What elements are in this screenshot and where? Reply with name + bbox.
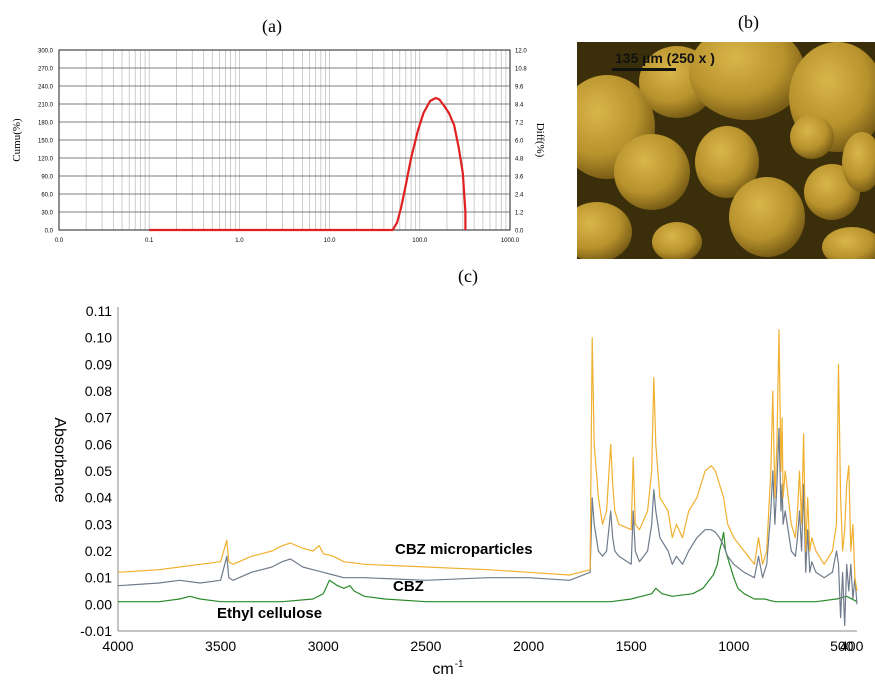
psd-y-left-tick-label: 270.0: [38, 67, 54, 73]
ftir-x-axis-label-superscript: -1: [455, 659, 464, 670]
ftir-series-ethyl-cellulose: [118, 531, 858, 603]
psd-y-right-tick-label: 3.6: [515, 175, 524, 181]
psd-y-right-tick-label: 7.2: [515, 121, 524, 127]
scale-bar-label: 135 µm (250 x ): [615, 50, 715, 66]
panel-label-c: (c): [458, 266, 478, 286]
ftir-x-tick-label: 500: [830, 638, 854, 654]
psd-x-tick-label: 1.0: [235, 238, 244, 244]
ftir-x-tick-label: 4000: [102, 638, 133, 654]
ftir-x-tick-label: 2500: [410, 638, 441, 654]
ftir-y-tick-label: 0.03: [85, 516, 112, 532]
psd-curve: [149, 96, 467, 232]
ftir-x-tick-label: 3000: [308, 638, 339, 654]
ftir-y-tick-label: 0.05: [85, 463, 112, 479]
ftir-x-tick-label: 3500: [205, 638, 236, 654]
ftir-y-tick-label: 0.08: [85, 383, 112, 399]
ftir-x-tick-label: 400: [840, 638, 864, 654]
psd-y-right-tick-label: 10.8: [515, 67, 527, 73]
psd-y-left-tick-label: 30.0: [41, 211, 53, 217]
psd-y-right-tick-label: 4.8: [515, 157, 524, 163]
psd-x-tick-label: 10.0: [324, 238, 336, 244]
psd-y-right-tick-label: 6.0: [515, 139, 524, 145]
psd-y-right-tick-label: 9.6: [515, 85, 524, 91]
ftir-y-tick-label: 0.04: [85, 490, 112, 506]
ftir-y-tick-label: -0.01: [80, 623, 112, 639]
ftir-y-tick-label: 0.09: [85, 356, 112, 372]
psd-y-left-tick-label: 90.0: [41, 175, 53, 181]
ftir-annotation: CBZ: [393, 578, 424, 595]
psd-x-tick-label: 1000.0: [501, 238, 520, 244]
micrograph-image: 135 µm (250 x ): [577, 42, 875, 259]
psd-x-tick-label: 0.1: [145, 238, 154, 244]
psd-y-right-tick-label: 8.4: [515, 103, 524, 109]
psd-x-tick-label: 100.0: [412, 238, 428, 244]
ftir-y-tick-label: 0.07: [85, 410, 112, 426]
ftir-y-tick-label: 0.10: [85, 330, 112, 346]
ftir-y-tick-label: 0.00: [85, 596, 112, 612]
psd-y-left-tick-label: 0.0: [45, 229, 54, 235]
ftir-series-cbz-microparticles: [117, 329, 858, 592]
panel-label-b: (b): [738, 12, 759, 32]
microparticles-photo: [577, 42, 875, 259]
psd-y-right-tick-label: 2.4: [515, 193, 524, 199]
psd-y-left-tick-label: 210.0: [38, 103, 54, 109]
scale-bar: [612, 68, 676, 71]
psd-y-left-tick-label: 150.0: [38, 139, 54, 145]
psd-y-right-tick-label: 0.0: [515, 229, 524, 235]
psd-y-right-tick-label: 12.0: [515, 49, 527, 55]
ftir-y-tick-label: 0.11: [86, 303, 112, 319]
ftir-y-tick-label: 0.06: [85, 436, 112, 452]
ftir-x-tick-label: 1500: [616, 638, 647, 654]
ftir-x-axis-label: cm-1: [432, 659, 464, 678]
psd-y-left-tick-label: 240.0: [38, 85, 54, 91]
psd-y-right-axis-label: Diff(%): [534, 123, 546, 158]
psd-y-left-tick-label: 300.0: [38, 49, 54, 55]
psd-y-left-tick-label: 120.0: [38, 157, 54, 163]
panel-label-a: (a): [262, 16, 282, 36]
psd-y-right-tick-label: 1.2: [515, 211, 524, 217]
psd-x-tick-label: 0.0: [55, 238, 64, 244]
ftir-y-tick-label: 0.02: [85, 543, 112, 559]
ftir-series-cbz: [117, 427, 858, 627]
ftir-annotation: Ethyl cellulose: [217, 605, 322, 622]
psd-y-left-tick-label: 60.0: [41, 193, 53, 199]
ftir-x-tick-label: 1000: [718, 638, 749, 654]
ftir-x-tick-label: 2000: [513, 638, 544, 654]
ftir-annotation: CBZ microparticles: [395, 541, 533, 558]
ftir-y-tick-label: 0.01: [85, 570, 112, 586]
ftir-y-axis-label: Absorbance: [51, 417, 68, 502]
psd-y-left-tick-label: 180.0: [38, 121, 54, 127]
psd-y-left-axis-label: Cumu(%): [11, 118, 23, 162]
